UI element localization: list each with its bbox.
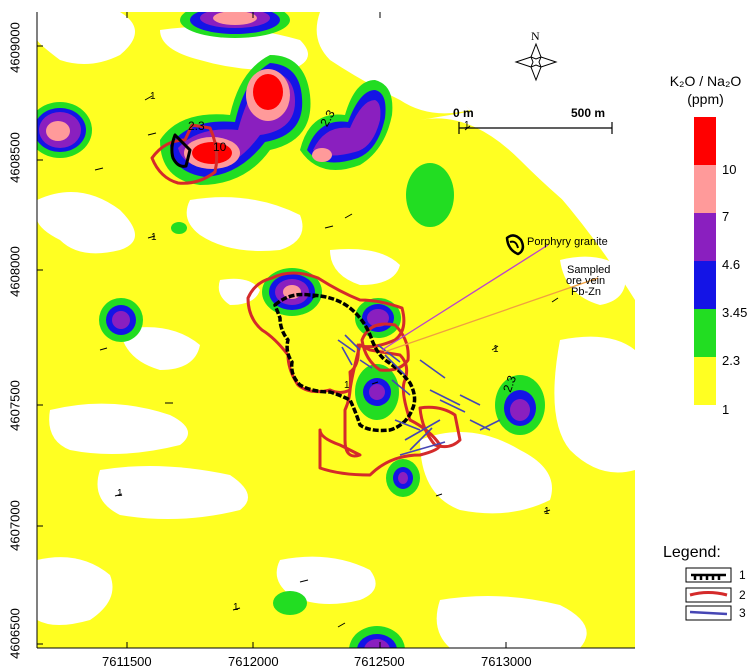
y-tick-label: 4606500: [7, 608, 23, 659]
porphyry-granite-label: Porphyry granite: [527, 236, 608, 248]
scale-start-label: 0 m: [453, 106, 474, 120]
anomaly-ridge-right: [300, 80, 393, 170]
contour-label: 1: [233, 602, 239, 613]
scale-bar: [458, 122, 613, 134]
contour-label: 1: [150, 91, 156, 102]
ore-vein-label-1: Sampled: [567, 264, 610, 276]
legend-symbols: [685, 567, 732, 621]
contour-label: 2.3: [188, 119, 205, 133]
colorbar-segment: [694, 117, 716, 165]
x-tick-label: 7613000: [481, 654, 532, 669]
legend-item-2-box: [685, 587, 732, 603]
legend-item-3-number: 3: [739, 606, 746, 620]
colorbar-label: 2.3: [722, 353, 741, 368]
scale-end-label: 500 m: [571, 106, 605, 120]
anomaly-top-left: [37, 102, 92, 158]
legend-item-2-number: 2: [739, 588, 746, 602]
colorbar-segment: [694, 165, 716, 213]
colorbar-title-line2: (ppm): [687, 91, 724, 107]
anomaly-south: [171, 222, 420, 648]
colorbar-label: 1: [722, 402, 730, 417]
north-label: N: [531, 29, 540, 43]
ore-vein-label-2: ore vein: [566, 275, 605, 287]
granite-outline: [170, 133, 525, 433]
y-tick-label: 4607000: [7, 500, 23, 551]
contour-label: 1: [344, 380, 350, 391]
contour-label: 10: [213, 140, 227, 154]
legend-caption: Legend:: [663, 544, 721, 561]
unsurveyed-corner: [375, 12, 635, 300]
contour-tick-marks: [94, 95, 559, 628]
contour-label: 1: [464, 120, 470, 131]
colorbar-label: 4.6: [722, 257, 741, 272]
contour-label: 1: [493, 344, 499, 355]
colorbar: [694, 117, 716, 405]
colorbar-segment: [694, 213, 716, 261]
legend-item-1-number: 1: [739, 568, 746, 582]
colorbar-title: K₂O / Na₂O (ppm): [658, 72, 753, 108]
ore-vein-label-3: Pb-Zn: [571, 286, 601, 298]
colorbar-label: 7: [722, 209, 730, 224]
anomaly-central: [262, 268, 401, 420]
x-tick-label: 7612500: [354, 654, 405, 669]
anomaly-east: [406, 163, 454, 227]
y-tick-label: 4609000: [7, 22, 23, 73]
x-tick-label: 7612000: [228, 654, 279, 669]
colorbar-segment: [694, 357, 716, 405]
north-arrow-icon: [514, 42, 558, 82]
colorbar-label: 10: [722, 162, 737, 177]
legend-item-1-symbol: [691, 573, 726, 580]
contour-label: 2.3: [500, 373, 519, 394]
pointer-ore-vein: [383, 277, 599, 353]
legend-item-2-symbol: [689, 591, 728, 597]
anomaly-top-center: [180, 12, 290, 38]
pointer-granite: [381, 244, 549, 351]
anomaly-east-lower: [495, 375, 545, 435]
anomaly-west-small: [99, 298, 143, 342]
colorbar-segment: [694, 261, 716, 309]
y-tick-label: 4608500: [7, 132, 23, 183]
contour-label: 1: [544, 506, 550, 517]
frame-ticks: [36, 12, 635, 649]
anomaly-upper-cluster: [160, 55, 311, 185]
colorbar-label: 3.45: [722, 305, 748, 320]
legend-item-3-symbol: [689, 610, 728, 616]
colorbar-segment: [694, 309, 716, 357]
colorbar-title-line1: K₂O / Na₂O: [669, 73, 742, 89]
ore-vein-lines: [337, 334, 501, 456]
y-tick-label: 4607500: [7, 380, 23, 431]
contour-label: 1: [151, 232, 157, 243]
x-tick-label: 7611500: [102, 654, 152, 669]
contour-label: 1: [117, 488, 123, 499]
y-tick-label: 4608000: [7, 246, 23, 297]
